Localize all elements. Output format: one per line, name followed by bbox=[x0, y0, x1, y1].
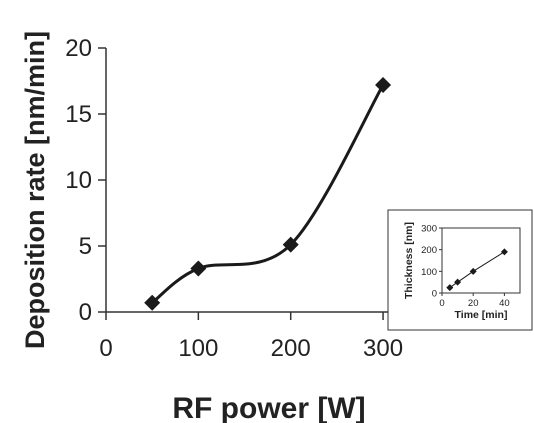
inset-x-axis-title: Time [min] bbox=[455, 309, 508, 321]
inset-y-tick-label: 200 bbox=[421, 245, 437, 256]
series-line bbox=[151, 84, 385, 304]
inset-x-tick-label: 0 bbox=[439, 298, 444, 309]
data-point-marker bbox=[190, 260, 207, 277]
x-axis-title: RF power [W] bbox=[172, 392, 365, 423]
y-tick-label: 20 bbox=[65, 35, 92, 62]
inset-series-line bbox=[449, 251, 505, 288]
inset-x-tick-label: 20 bbox=[468, 298, 479, 309]
inset-y-axis-title: Thickness [nm] bbox=[403, 222, 415, 299]
inset-y-tick-label: 0 bbox=[432, 289, 437, 300]
inset-x-tick-label: 40 bbox=[499, 298, 510, 309]
y-axis-title: Deposition rate [nm/min] bbox=[20, 31, 50, 349]
x-tick-label: 0 bbox=[99, 335, 112, 362]
x-tick-label: 300 bbox=[363, 335, 403, 362]
y-tick-label: 10 bbox=[65, 167, 92, 194]
x-tick-label: 100 bbox=[178, 335, 218, 362]
inset-y-tick-label: 100 bbox=[421, 267, 437, 278]
inset-plot-area bbox=[441, 227, 521, 294]
inset-data-point-marker bbox=[446, 284, 454, 292]
data-point-marker bbox=[282, 236, 299, 253]
data-point-marker bbox=[144, 294, 161, 311]
y-tick-label: 0 bbox=[79, 299, 92, 326]
inset-frame bbox=[387, 209, 533, 331]
y-tick-label: 15 bbox=[65, 101, 92, 128]
inset-data-point-marker bbox=[500, 248, 508, 256]
y-tick-label: 5 bbox=[79, 233, 92, 260]
inset-y-tick-label: 300 bbox=[421, 224, 437, 235]
inset-data-point-marker bbox=[469, 267, 477, 275]
inset-data-point-marker bbox=[454, 278, 462, 286]
x-tick-label: 200 bbox=[271, 335, 311, 362]
data-point-marker bbox=[375, 76, 392, 93]
